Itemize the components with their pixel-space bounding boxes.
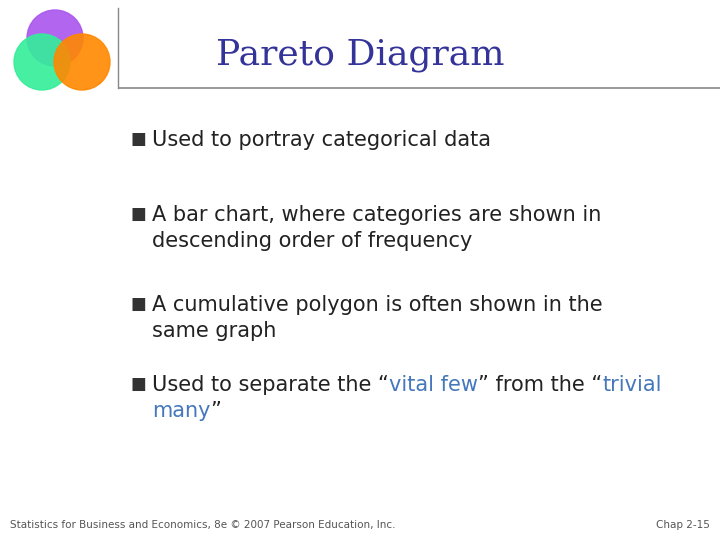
Text: descending order of frequency: descending order of frequency — [152, 231, 472, 251]
Text: Chap 2-15: Chap 2-15 — [656, 520, 710, 530]
Text: ■: ■ — [130, 375, 145, 393]
Ellipse shape — [27, 10, 83, 66]
Text: ■: ■ — [130, 205, 145, 223]
Text: Pareto Diagram: Pareto Diagram — [216, 38, 504, 72]
Ellipse shape — [54, 34, 110, 90]
Text: Statistics for Business and Economics, 8e © 2007 Pearson Education, Inc.: Statistics for Business and Economics, 8… — [10, 520, 395, 530]
Text: ” from the “: ” from the “ — [478, 375, 602, 395]
Text: ”: ” — [210, 401, 221, 421]
Text: A bar chart, where categories are shown in: A bar chart, where categories are shown … — [152, 205, 601, 225]
Text: ■: ■ — [130, 130, 145, 148]
Text: Used to separate the “: Used to separate the “ — [152, 375, 389, 395]
Text: Used to portray categorical data: Used to portray categorical data — [152, 130, 491, 150]
Text: A cumulative polygon is often shown in the: A cumulative polygon is often shown in t… — [152, 295, 603, 315]
Ellipse shape — [14, 34, 70, 90]
Text: ■: ■ — [130, 295, 145, 313]
Text: same graph: same graph — [152, 321, 276, 341]
Text: vital few: vital few — [389, 375, 478, 395]
Text: trivial: trivial — [602, 375, 662, 395]
Text: many: many — [152, 401, 210, 421]
